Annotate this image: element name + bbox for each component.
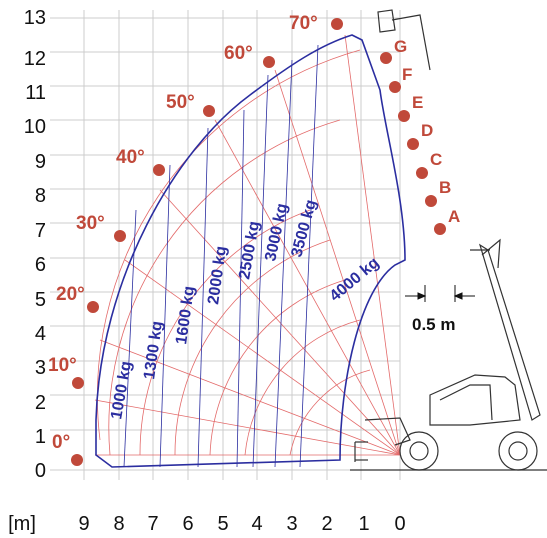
y-tick-label: 5	[35, 289, 46, 311]
x-tick-label: 3	[286, 513, 297, 535]
extension-markers: A B C D E F G	[380, 37, 460, 235]
y-tick-label: 3	[35, 357, 46, 379]
load-label: 2000 kg	[205, 245, 230, 306]
x-tick-label: 8	[113, 513, 124, 535]
y-tick-label: 12	[24, 48, 46, 70]
y-tick-label: 4	[35, 323, 46, 345]
load-zone-labels: 1000 kg 1300 kg 1600 kg 2000 kg 2500 kg …	[108, 198, 382, 421]
x-tick-label: 2	[321, 513, 332, 535]
angle-label: 10°	[48, 355, 77, 376]
angle-dot	[153, 164, 165, 176]
x-axis: [m] 9 8 7 6 5 4 3 2 1 0	[8, 513, 405, 535]
offset-dimension	[405, 285, 475, 302]
load-label: 4000 kg	[327, 254, 383, 305]
y-tick-label: 8	[35, 185, 46, 207]
extension-label: F	[402, 65, 412, 84]
extension-dot	[380, 52, 392, 64]
angle-label: 50°	[166, 92, 195, 113]
extension-label: A	[448, 207, 460, 226]
y-tick-label: 6	[35, 254, 46, 276]
x-tick-label: 5	[217, 513, 228, 535]
x-tick-label: 0	[394, 513, 405, 535]
x-tick-label: 1	[358, 513, 369, 535]
angle-label: 70°	[289, 13, 318, 34]
load-label: 2500 kg	[236, 220, 263, 281]
reach-envelope	[95, 34, 406, 468]
angle-dot	[87, 301, 99, 313]
extension-dot	[434, 223, 446, 235]
extension-label: C	[430, 150, 442, 169]
load-label: 3000 kg	[262, 202, 291, 263]
x-tick-label: 6	[182, 513, 193, 535]
y-tick-label: 13	[24, 7, 46, 29]
angle-label: 20°	[56, 284, 85, 305]
y-tick-label: 9	[35, 151, 46, 173]
x-tick-label: 7	[147, 513, 158, 535]
x-tick-label: 4	[251, 513, 262, 535]
x-tick-label: 9	[78, 513, 89, 535]
angle-dot	[71, 454, 83, 466]
angle-label: 0°	[52, 432, 70, 453]
angle-markers: 0° 10° 20° 30° 40° 50° 60° 70°	[48, 13, 343, 466]
extension-label: E	[412, 93, 423, 112]
y-tick-label: 2	[35, 392, 46, 414]
offset-label: 0.5 m	[412, 315, 455, 334]
telehandler-illustration	[350, 9, 547, 471]
y-tick-label: 10	[24, 116, 46, 138]
load-zone-dividers	[123, 44, 319, 468]
angle-label: 60°	[224, 43, 253, 64]
extension-dot	[416, 167, 428, 179]
angle-label: 30°	[76, 213, 105, 234]
extension-dot	[398, 110, 410, 122]
angle-dot	[331, 18, 343, 30]
extension-dot	[389, 81, 401, 93]
extension-dot	[407, 138, 419, 150]
y-tick-label: 1	[35, 426, 46, 448]
grid-lines	[50, 10, 401, 480]
x-axis-unit: [m]	[8, 513, 36, 535]
angle-dot	[203, 105, 215, 117]
load-label: 1300 kg	[141, 320, 166, 381]
load-label: 1000 kg	[108, 360, 135, 421]
angle-dot	[114, 230, 126, 242]
y-axis: 0 1 2 3 4 5 6 7 8 9 10 11 12 13	[24, 7, 46, 482]
angle-dot	[263, 56, 275, 68]
extension-label: D	[421, 121, 433, 140]
load-label: 3500 kg	[288, 198, 320, 259]
y-tick-label: 7	[35, 220, 46, 242]
load-label: 1600 kg	[173, 285, 198, 346]
y-tick-label: 11	[25, 82, 46, 104]
y-tick-label: 0	[35, 460, 46, 482]
extension-label: G	[394, 37, 407, 56]
angle-label: 40°	[116, 147, 145, 168]
angle-dot	[72, 377, 84, 389]
extension-label: B	[439, 178, 451, 197]
extension-dot	[425, 195, 437, 207]
